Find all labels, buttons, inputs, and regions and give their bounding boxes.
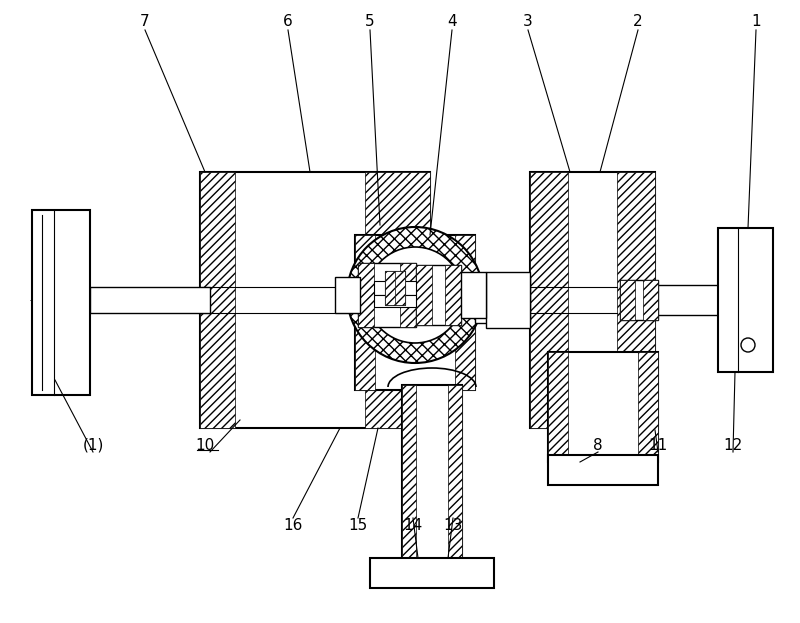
Polygon shape bbox=[617, 172, 655, 428]
Bar bbox=[530, 172, 655, 428]
Bar bbox=[402, 385, 462, 560]
Polygon shape bbox=[395, 271, 405, 305]
Bar bbox=[461, 272, 486, 318]
Polygon shape bbox=[200, 172, 235, 428]
Polygon shape bbox=[448, 385, 462, 560]
Circle shape bbox=[741, 338, 755, 352]
Bar bbox=[486, 272, 530, 328]
Polygon shape bbox=[416, 265, 432, 325]
Polygon shape bbox=[620, 280, 635, 320]
Bar bbox=[355, 235, 475, 390]
Bar bbox=[374, 295, 416, 307]
Circle shape bbox=[347, 227, 483, 363]
Bar bbox=[475, 277, 530, 323]
Text: 13: 13 bbox=[443, 518, 462, 533]
Polygon shape bbox=[355, 235, 375, 390]
Polygon shape bbox=[402, 385, 416, 560]
Text: 16: 16 bbox=[283, 518, 302, 533]
Text: 5: 5 bbox=[365, 14, 375, 29]
Polygon shape bbox=[445, 265, 461, 325]
Polygon shape bbox=[385, 271, 395, 305]
Bar bbox=[548, 455, 658, 485]
Polygon shape bbox=[643, 280, 658, 320]
Text: 8: 8 bbox=[593, 437, 603, 452]
Bar bbox=[374, 281, 416, 295]
Text: 2: 2 bbox=[633, 14, 643, 29]
Polygon shape bbox=[638, 352, 658, 462]
Polygon shape bbox=[400, 263, 416, 327]
Bar bbox=[620, 280, 658, 320]
Text: 4: 4 bbox=[447, 14, 457, 29]
Polygon shape bbox=[455, 235, 475, 390]
Polygon shape bbox=[358, 263, 374, 327]
Bar bbox=[358, 263, 416, 327]
Text: 10: 10 bbox=[195, 437, 214, 452]
Text: 6: 6 bbox=[283, 14, 293, 29]
Bar bbox=[718, 228, 773, 372]
Text: 15: 15 bbox=[348, 518, 368, 533]
Polygon shape bbox=[530, 172, 568, 428]
Bar bbox=[655, 285, 730, 315]
Text: (1): (1) bbox=[82, 437, 104, 452]
Circle shape bbox=[367, 247, 463, 343]
Text: 7: 7 bbox=[140, 14, 150, 29]
Bar bbox=[385, 271, 405, 305]
Text: 1: 1 bbox=[751, 14, 761, 29]
Bar bbox=[335, 277, 360, 313]
Bar bbox=[90, 287, 210, 313]
Bar bbox=[548, 352, 658, 462]
Polygon shape bbox=[548, 352, 568, 462]
Text: 3: 3 bbox=[523, 14, 533, 29]
Bar bbox=[200, 172, 430, 428]
Text: 14: 14 bbox=[403, 518, 422, 533]
Bar bbox=[32, 210, 90, 395]
Polygon shape bbox=[365, 172, 430, 428]
Bar bbox=[370, 558, 494, 588]
Bar bbox=[416, 265, 461, 325]
Text: 11: 11 bbox=[648, 437, 668, 452]
Text: 12: 12 bbox=[723, 437, 742, 452]
